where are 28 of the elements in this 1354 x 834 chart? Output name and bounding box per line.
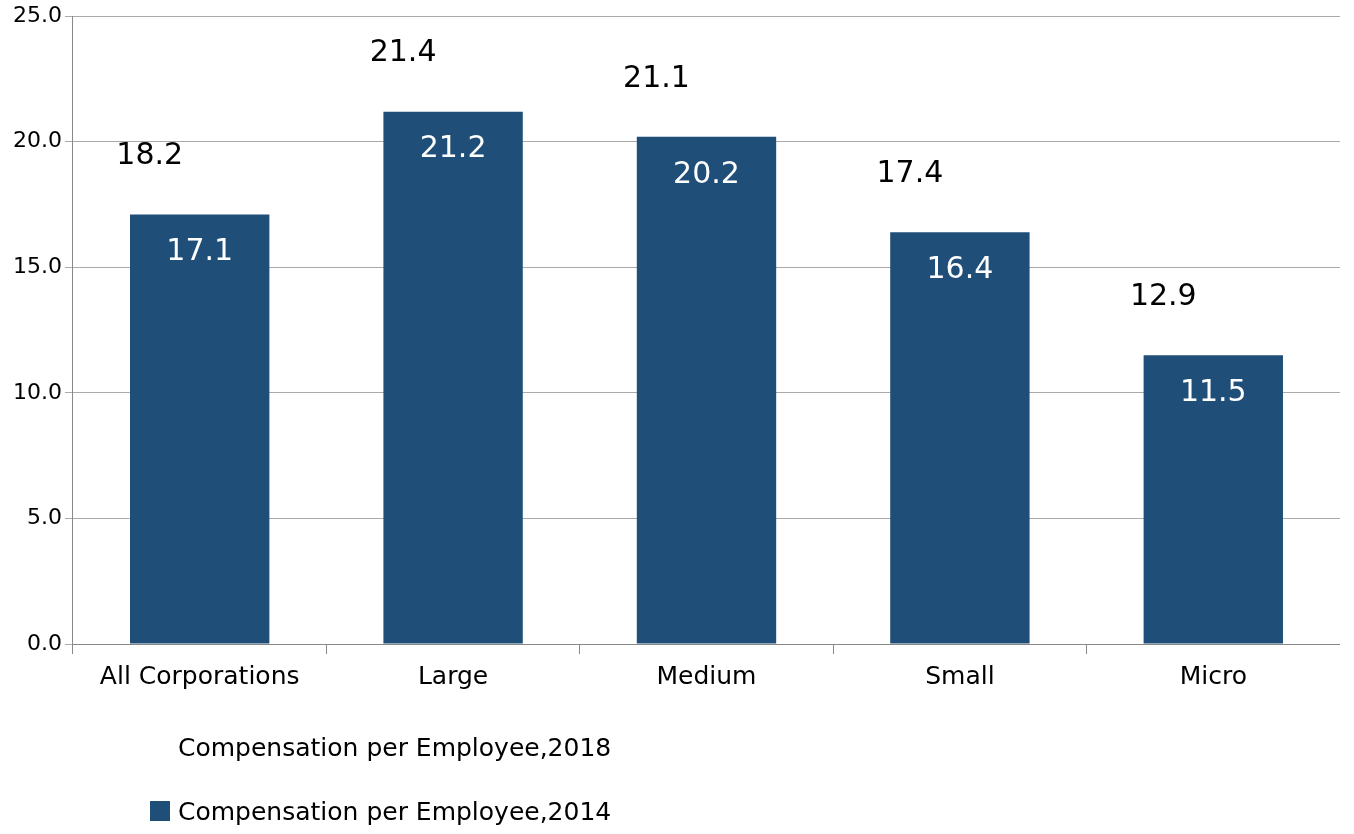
annotation: 12.9 [1129, 277, 1197, 313]
y-tick-label: 20.0 [13, 127, 62, 153]
data-label: 21.2 [419, 129, 487, 165]
y-tick-label: 0.0 [26, 629, 62, 655]
bar [383, 111, 523, 644]
x-tick-label: Small [925, 660, 995, 690]
y-tick-label: 5.0 [26, 504, 62, 530]
y-tick-label: 15.0 [13, 253, 62, 279]
data-label: 17.1 [166, 232, 234, 268]
data-label: 11.5 [1179, 373, 1247, 409]
data-label: 16.4 [926, 249, 994, 285]
x-tick-label: Medium [656, 660, 757, 690]
bar [890, 232, 1030, 644]
data-label: 20.2 [673, 154, 740, 190]
x-tick-label: Micro [1179, 660, 1247, 690]
annotation: 18.2 [116, 136, 184, 172]
bar [636, 136, 777, 644]
annotation: 21.4 [369, 33, 437, 69]
annotation: 21.1 [623, 58, 690, 94]
bar [130, 214, 270, 644]
bar [1143, 355, 1283, 644]
annotation: 17.4 [876, 153, 944, 189]
legend-label: Compensation per Employee,2014 [178, 796, 612, 826]
x-tick-label: All Corporations [99, 660, 300, 690]
y-tick-label: 25.0 [13, 1, 62, 27]
y-tick-label: 10.0 [13, 378, 62, 404]
x-tick-label: Large [417, 660, 489, 690]
legend-title: Compensation per Employee,2018 [178, 732, 612, 762]
